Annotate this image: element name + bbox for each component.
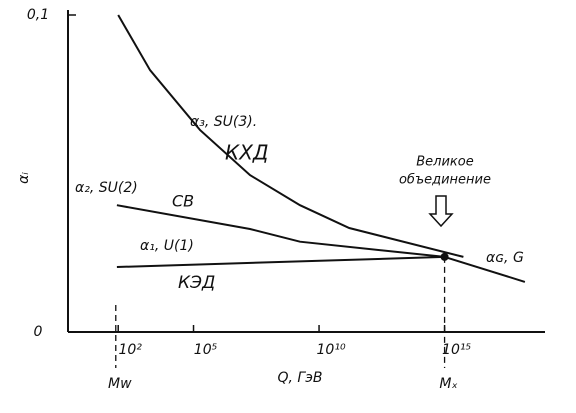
y-tick-label: 0 — [34, 324, 43, 340]
annotation: объединение — [399, 173, 491, 188]
marker-label: Mᴡ — [108, 376, 132, 392]
series-label: αɢ, G — [486, 250, 524, 266]
series-label: α₃, SU(3). — [190, 114, 257, 130]
series-line — [116, 204, 445, 258]
x-tick-label: 10¹⁵ — [442, 342, 471, 358]
arrow — [428, 195, 454, 228]
annotation: КХД — [225, 141, 269, 165]
x-tick-label: 10¹⁰ — [317, 342, 346, 358]
series-label: α₂, SU(2) — [75, 180, 138, 196]
annotation: КЭД — [178, 273, 215, 293]
y-tick-label: 0,1 — [27, 7, 49, 23]
series-line — [116, 255, 445, 268]
x-axis-label: Q, ГэВ — [277, 370, 322, 386]
x-tick-label: 10⁵ — [194, 342, 218, 358]
marker-label: Mₓ — [439, 376, 457, 392]
series-line — [117, 14, 464, 258]
annotation: Великое — [416, 155, 473, 170]
x-tick-label: 10² — [118, 342, 142, 358]
annotation: СВ — [172, 192, 194, 211]
series-line — [444, 255, 526, 283]
series-label: α₁, U(1) — [140, 238, 194, 254]
unification-point — [440, 252, 449, 261]
unification-arrow — [428, 195, 454, 228]
y-axis-label: αᵢ — [16, 172, 32, 184]
